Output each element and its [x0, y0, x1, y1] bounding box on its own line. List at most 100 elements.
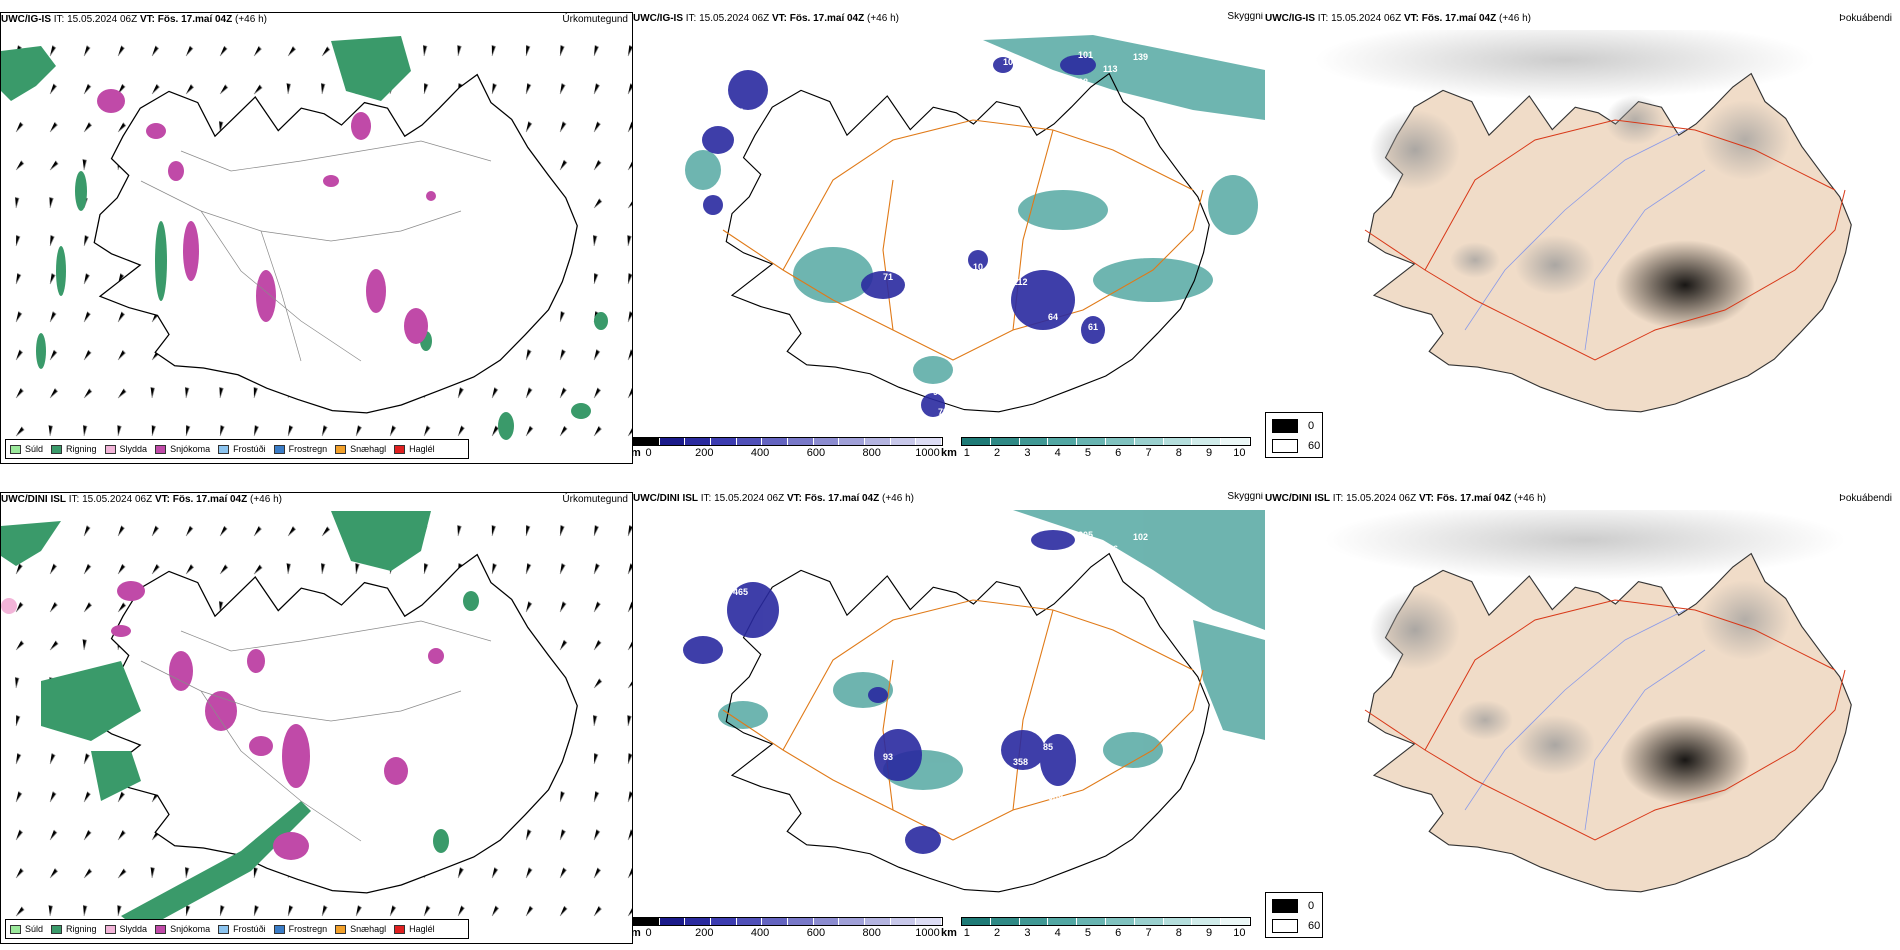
wind-barb: [117, 349, 126, 361]
wind-barb: [491, 44, 497, 57]
colorbar-cell: [788, 438, 814, 445]
wind-barb: [627, 428, 632, 437]
valid-time: Fös. 17.maí 04Z: [1421, 13, 1497, 24]
init-time: 15.05.2024 06Z: [1331, 13, 1402, 24]
wind-barb: [321, 905, 328, 917]
init-time-label: IT:: [700, 493, 712, 504]
wind-barb: [83, 273, 90, 285]
fog-legend-swatch: [1272, 419, 1298, 433]
colorbar-tick: 400: [750, 447, 770, 459]
legend-item: Frostregn: [273, 924, 327, 934]
wind-barb: [151, 83, 160, 95]
visibility-map: 2482054657625264461026883938078566358989…: [683, 510, 1265, 897]
wind-barb: [49, 868, 59, 879]
legend-item: Snjókoma: [155, 924, 210, 934]
colorbar-tick: 5: [1084, 927, 1092, 939]
wind-barb: [14, 676, 20, 689]
colorbar-tick: 10: [1233, 447, 1246, 459]
cloud-height-label: 762: [1003, 537, 1018, 547]
lead-time: (+46 h): [1499, 13, 1531, 24]
wind-barb: [49, 273, 56, 285]
wind-barb: [83, 234, 90, 247]
colorbar-tick: 600: [806, 927, 826, 939]
wind-barb: [525, 562, 532, 575]
init-time: 15.05.2024 06Z: [699, 13, 770, 24]
colorbar-cell: [916, 918, 943, 925]
panel-header: UWC/DINI ISL IT: 15.05.2024 06Z VT: Fös.…: [1, 493, 282, 507]
wind-barb: [83, 868, 93, 879]
wind-barb: [355, 425, 362, 437]
wind-barb: [559, 310, 566, 323]
colorbar-cell: [890, 918, 917, 925]
colorbar-tick: 4: [1054, 927, 1061, 939]
wind-barb: [82, 424, 88, 437]
wind-barb: [559, 44, 565, 57]
panel-title: Úrkomutegund: [562, 494, 628, 505]
wind-barb: [219, 386, 224, 399]
legend-label: Rigning: [66, 444, 97, 454]
wind-barb: [491, 524, 497, 537]
wind-barb: [593, 349, 601, 361]
height-colorbar: 0 200 400 600 800 1000 m: [633, 437, 943, 463]
fog-legend-swatch: [1272, 919, 1298, 933]
wind-barb: [491, 387, 499, 399]
fog-panel-top: UWC/IG-IS IT: 15.05.2024 06Z VT: Fös. 17…: [1265, 12, 1900, 464]
cloud-height-label: 68: [728, 632, 738, 642]
wind-barb: [83, 349, 92, 361]
wind-barb: [592, 714, 598, 727]
wind-barb: [593, 601, 601, 613]
cloud-height-label: 115: [983, 282, 998, 292]
fog-legend-label: 60: [1308, 440, 1321, 452]
wind-barb: [627, 44, 632, 57]
colorbar-tick: 1000: [915, 927, 940, 939]
wind-barb: [627, 121, 632, 133]
wind-barb: [15, 867, 24, 879]
legend-swatch: [10, 924, 21, 934]
wind-barb: [525, 601, 533, 613]
wind-barb: [15, 349, 24, 361]
wind-barb: [627, 563, 632, 575]
wind-barb: [49, 829, 58, 841]
legend-swatch: [155, 924, 167, 934]
wind-barb: [627, 349, 632, 361]
wind-barb: [422, 44, 428, 57]
legend-label: Rigning: [66, 924, 97, 934]
wind-barb: [117, 904, 122, 917]
init-time-label: IT:: [685, 13, 697, 24]
cloud-height-label: 112: [1013, 277, 1028, 287]
wind-barb: [117, 45, 125, 57]
valid-time-label: VT:: [1418, 493, 1434, 504]
wind-barb: [627, 791, 632, 803]
wind-barb: [321, 425, 328, 437]
model-name: UWC/IG-IS: [1, 14, 51, 25]
colorbar-tick: 10: [1233, 927, 1246, 939]
wind-barb: [253, 45, 262, 57]
precip-map: [1, 36, 632, 440]
wind-barb: [49, 160, 59, 171]
wind-barb: [491, 562, 498, 575]
legend-label: Haglél: [409, 924, 435, 934]
init-time: 15.05.2024 06Z: [67, 14, 138, 25]
wind-barb: [49, 563, 58, 575]
iceland-coastline: [93, 553, 578, 894]
colorbar-cell: [865, 438, 891, 445]
cloud-height-label: 67: [953, 247, 963, 257]
wind-barb: [627, 234, 632, 247]
wind-barb: [253, 84, 263, 95]
visibility-colorbar: 1 2 3 4 5 6 7 8 9 10 km: [941, 917, 1251, 943]
wind-barb: [559, 829, 566, 841]
wind-barb: [49, 601, 58, 613]
cloud-height-label: 97: [1083, 292, 1093, 302]
cloud-height-label: 108: [1073, 77, 1088, 87]
wind-barb: [185, 424, 191, 437]
colorbar-cell: [962, 438, 991, 445]
wind-barb: [491, 82, 498, 95]
visibility-colorbar: 1 2 3 4 5 6 7 8 9 10 km: [941, 437, 1251, 463]
wind-barb: [185, 525, 194, 537]
wind-barb: [287, 904, 294, 917]
wind-barb: [253, 386, 259, 399]
valid-time-label: VT:: [786, 493, 802, 504]
wind-barb: [491, 905, 500, 917]
model-name: UWC/DINI ISL: [1265, 493, 1330, 504]
colorbar-tick: 0: [645, 447, 652, 459]
